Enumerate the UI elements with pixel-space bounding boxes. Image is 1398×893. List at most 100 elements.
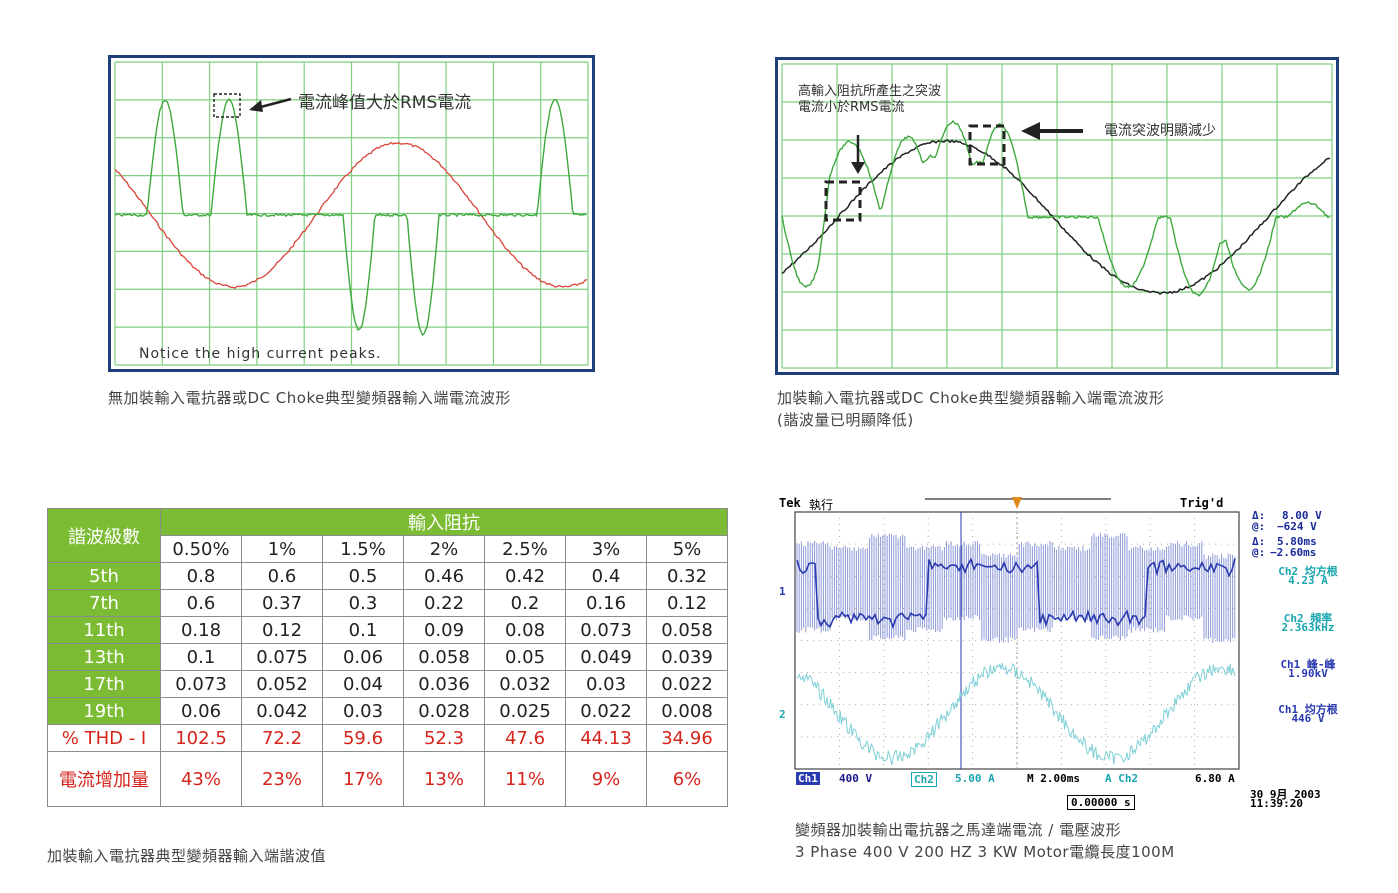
- measure-ch2-freq-label: Ch2 頻率: [1283, 612, 1333, 625]
- caption-with-reactor-line1: 加裝輸入電抗器或DC Choke典型變頻器輸入端電流波形: [777, 389, 1165, 407]
- impedance-cell: 1.5%: [322, 535, 404, 563]
- tek-brand: Tek: [779, 496, 801, 510]
- row-label: 13th: [47, 643, 161, 671]
- at-v-value: −624 V: [1277, 520, 1317, 533]
- surge-annotation-line2: 電流小於RMS電流: [798, 100, 905, 115]
- increase-cell: 23%: [241, 751, 323, 807]
- ch1-marker: 1: [779, 585, 786, 598]
- measure-ch1-pp-value: 1.90kV: [1288, 667, 1328, 680]
- thd-row: % THD - I 102.5 72.2 59.6 52.3 47.6 44.1…: [47, 724, 728, 752]
- measure-ch1-rms-label: Ch1 均方根: [1278, 703, 1338, 716]
- row-label: 11th: [47, 616, 161, 644]
- scope-panel-with-reactor: 高輸入阻抗所產生之突波 電流小於RMS電流 電流突波明顯減少: [775, 57, 1339, 375]
- ch1-badge: Ch1: [796, 772, 820, 785]
- voltage-trace: [781, 139, 1331, 296]
- annotation-arrow-shaft: [256, 97, 292, 110]
- arrow-left-head: [1021, 122, 1040, 140]
- trigger-marker: [1012, 497, 1022, 509]
- tek-status: 執行: [809, 498, 834, 512]
- thd-cell: 52.3: [403, 724, 485, 752]
- impedance-cell: 5%: [646, 535, 728, 563]
- table-cell: 0.42: [484, 562, 566, 590]
- table-cell: 0.5: [322, 562, 404, 590]
- table-cell: 0.073: [160, 670, 242, 698]
- table-cell: 0.3: [322, 589, 404, 617]
- table-cell: 0.042: [241, 697, 323, 725]
- ch2-badge: Ch2: [911, 772, 937, 787]
- table-cell: 0.028: [403, 697, 485, 725]
- current-trace: [114, 98, 587, 336]
- increase-cell: 17%: [322, 751, 404, 807]
- current-increase-row: 電流增加量 43% 23% 17% 13% 11% 9% 6%: [47, 751, 728, 807]
- header-harmonic-order: 諧波級數: [47, 508, 161, 563]
- table-cell: 0.6: [241, 562, 323, 590]
- surge-reduced-annotation: 電流突波明顯減少: [1104, 123, 1216, 139]
- increase-cell: 9%: [565, 751, 647, 807]
- impedance-cell: 2.5%: [484, 535, 566, 563]
- table-row: 19th 0.06 0.042 0.03 0.028 0.025 0.022 0…: [47, 697, 728, 725]
- row-label: 5th: [47, 562, 161, 590]
- table-cell: 0.12: [646, 589, 728, 617]
- ch1-voltage-mean: [796, 557, 1236, 630]
- impedance-cell: 3%: [565, 535, 647, 563]
- header-input-impedance: 輸入阻抗: [160, 508, 728, 536]
- thd-cell: 34.96: [646, 724, 728, 752]
- table-cell: 0.46: [403, 562, 485, 590]
- arrow-down-head: [851, 162, 865, 174]
- thd-cell: 44.13: [565, 724, 647, 752]
- thd-cell: 59.6: [322, 724, 404, 752]
- annotation-arrow-head: [249, 100, 263, 112]
- trigger-level: 6.80 A: [1195, 772, 1235, 785]
- impedance-cell: 2%: [403, 535, 485, 563]
- position-readout: 0.00000 s: [1067, 795, 1135, 810]
- table-cell: 0.058: [403, 643, 485, 671]
- table-row: 11th 0.18 0.12 0.1 0.09 0.08 0.073 0.058: [47, 616, 728, 644]
- table-cell: 0.1: [160, 643, 242, 671]
- impedance-cell: 1%: [241, 535, 323, 563]
- table-cell: 0.22: [403, 589, 485, 617]
- table-cell: 0.32: [646, 562, 728, 590]
- increase-cell: 11%: [484, 751, 566, 807]
- table-cell: 0.08: [484, 616, 566, 644]
- table-cell: 0.6: [160, 589, 242, 617]
- ch2-marker: 2: [779, 708, 786, 721]
- thd-cell: 72.2: [241, 724, 323, 752]
- scope-waveform-no-reactor: [114, 61, 589, 366]
- current-increase-label: 電流增加量: [47, 751, 161, 807]
- ch2-current-trace: [796, 662, 1236, 766]
- caption-tek-line2: 3 Phase 400 V 200 HZ 3 KW Motor電纜長度100M: [795, 843, 1175, 861]
- caption-table: 加裝輸入電抗器典型變頻器輸入端諧波值: [47, 847, 327, 865]
- table-cell: 0.049: [565, 643, 647, 671]
- at-v-label: @:: [1252, 520, 1266, 533]
- thd-cell: 47.6: [484, 724, 566, 752]
- surge-marker-box-right: [968, 124, 1006, 166]
- table-cell: 0.03: [322, 697, 404, 725]
- table-cell: 0.06: [160, 697, 242, 725]
- table-row: 5th 0.8 0.6 0.5 0.46 0.42 0.4 0.32: [47, 562, 728, 590]
- tek-trig-status: Trig'd: [1180, 496, 1224, 510]
- ch2-scale: 5.00 A: [955, 772, 995, 785]
- delta-t-value: 5.80ms: [1277, 535, 1317, 548]
- delta-v-value: 8.00 V: [1282, 509, 1322, 522]
- timebase: M 2.00ms: [1027, 772, 1080, 785]
- harmonic-table: 諧波級數 輸入阻抗 0.50% 1% 1.5% 2% 2.5% 3% 5% 5t…: [47, 508, 728, 807]
- peak-annotation: 電流峰值大於RMS電流: [298, 93, 472, 113]
- row-label: 7th: [47, 589, 161, 617]
- table-cell: 0.2: [484, 589, 566, 617]
- measure-ch2-rms-value: 4.23 A: [1288, 574, 1328, 587]
- table-cell: 0.1: [322, 616, 404, 644]
- notice-text: Notice the high current peaks.: [139, 346, 382, 362]
- impedance-cell: 0.50%: [160, 535, 242, 563]
- caption-with-reactor-line2: (諧波量已明顯降低): [777, 411, 914, 429]
- at-t-value: −2.60ms: [1270, 546, 1317, 559]
- tek-waveform: 12: [779, 497, 1240, 770]
- ch1-scale: 400 V: [839, 772, 873, 785]
- table-cell: 0.18: [160, 616, 242, 644]
- at-t-label: @:: [1252, 546, 1266, 559]
- table-cell: 0.05: [484, 643, 566, 671]
- delta-t-label: Δ:: [1252, 535, 1266, 548]
- measure-ch2-rms-label: Ch2 均方根: [1278, 565, 1338, 578]
- scope-panel-no-reactor: 電流峰值大於RMS電流 Notice the high current peak…: [108, 55, 595, 372]
- row-label: 17th: [47, 670, 161, 698]
